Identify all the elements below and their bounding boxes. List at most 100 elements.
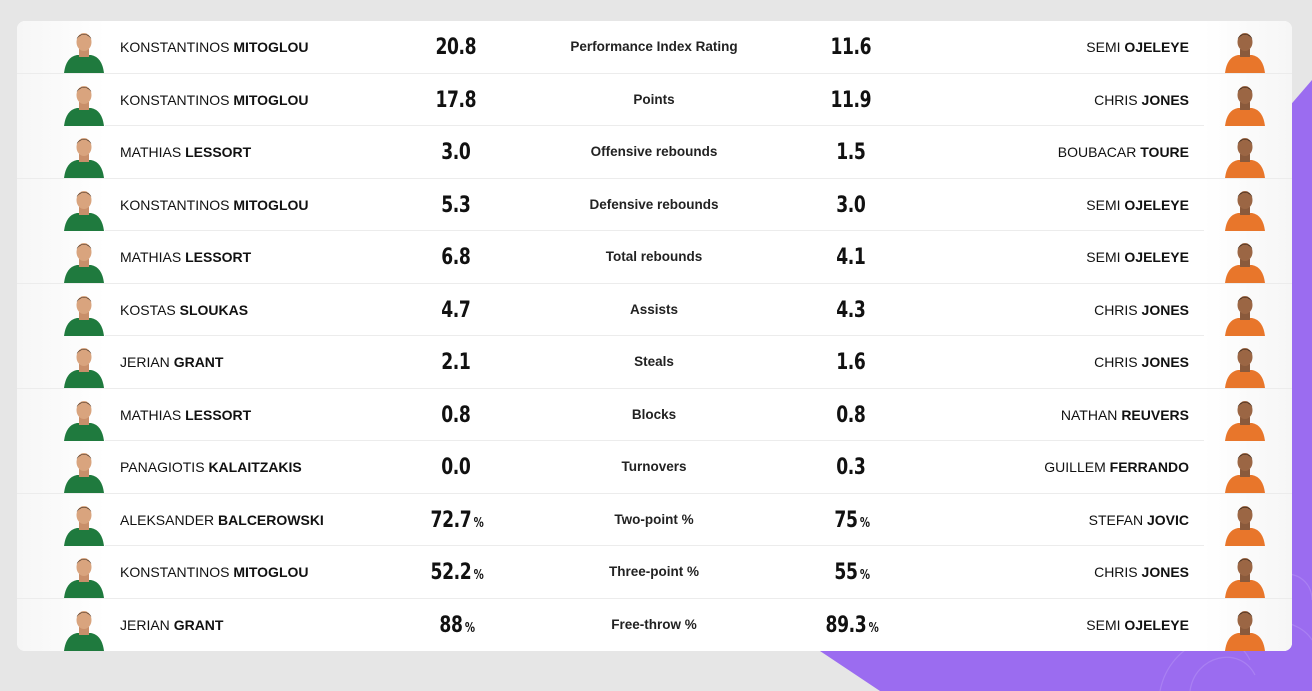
home-player-photo: [17, 336, 105, 388]
away-player-name[interactable]: CHRIS JONES: [1094, 74, 1189, 126]
away-player-last-name: JONES: [1141, 564, 1189, 580]
home-player-first-name: ALEKSANDER: [120, 511, 215, 528]
home-player-name[interactable]: MATHIAS LESSORT: [120, 126, 251, 178]
away-player-name[interactable]: SEMI OJELEYE: [1086, 599, 1189, 651]
home-value-number: 6.8: [441, 245, 471, 270]
away-player-first-name: CHRIS: [1094, 354, 1138, 370]
away-value-unit: %: [859, 515, 870, 531]
away-stat-value: 4.3: [805, 284, 899, 336]
home-player-name[interactable]: KOSTAS SLOUKAS: [120, 284, 248, 336]
home-value-unit: %: [473, 568, 484, 583]
home-player-avatar: [64, 243, 104, 283]
home-player-first-name: MATHIAS: [120, 249, 182, 265]
home-player-last-name: MITOGLOU: [233, 39, 309, 55]
away-player-name[interactable]: GUILLEM FERRANDO: [1044, 441, 1189, 493]
home-stat-value: 72.7%: [410, 494, 504, 546]
away-player-last-name: OJELEYE: [1124, 249, 1189, 265]
away-player-last-name: TOURE: [1140, 144, 1189, 160]
away-player-name[interactable]: SEMI OJELEYE: [1086, 21, 1189, 73]
away-stat-value: 0.8: [805, 389, 899, 441]
home-player-name[interactable]: KONSTANTINOS MITOGLOU: [120, 546, 309, 598]
away-value-number: 11.6: [830, 35, 872, 60]
home-player-first-name: KOSTAS: [120, 301, 176, 318]
stat-row: MATHIAS LESSORT 0.8 Blocks 0.8 NATHAN RE…: [17, 388, 1292, 441]
home-stat-value: 5.3: [410, 179, 504, 231]
home-player-first-name: KONSTANTINOS: [120, 196, 230, 213]
away-player-name[interactable]: CHRIS JONES: [1094, 336, 1189, 388]
home-stat-value: 52.2%: [410, 546, 504, 598]
away-player-avatar: [1225, 400, 1265, 441]
away-player-avatar: [1225, 505, 1265, 546]
home-player-avatar: [64, 190, 104, 231]
home-player-photo: [17, 546, 105, 598]
away-player-name[interactable]: BOUBACAR TOURE: [1058, 126, 1189, 178]
away-player-name[interactable]: SEMI OJELEYE: [1086, 179, 1189, 231]
home-player-photo: [17, 388, 105, 441]
home-value-number: 0.8: [441, 402, 471, 428]
stat-row: JERIAN GRANT 88% Free-throw % 89.3% SEMI…: [17, 598, 1292, 652]
away-player-first-name: CHRIS: [1094, 301, 1138, 318]
stat-row: MATHIAS LESSORT 6.8 Total rebounds 4.1 S…: [17, 231, 1292, 284]
home-player-avatar: [64, 33, 104, 73]
stat-label: Free-throw %: [611, 616, 697, 632]
away-player-photo: [1204, 388, 1292, 441]
home-value-number: 0.0: [441, 455, 471, 480]
away-value-number: 4.3: [836, 297, 866, 323]
away-stat-value: 4.1: [805, 231, 899, 283]
home-player-photo: [17, 283, 105, 336]
away-player-name[interactable]: CHRIS JONES: [1094, 546, 1189, 598]
home-player-first-name: KONSTANTINOS: [120, 91, 230, 108]
away-player-photo: [1204, 231, 1292, 283]
home-player-name[interactable]: KONSTANTINOS MITOGLOU: [120, 21, 309, 73]
away-player-photo: [1204, 493, 1292, 546]
home-player-avatar: [64, 400, 104, 441]
away-player-avatar: [1225, 558, 1265, 598]
home-player-first-name: PANAGIOTIS: [120, 459, 205, 475]
away-player-last-name: JONES: [1141, 91, 1189, 108]
away-value-number: 1.5: [836, 140, 866, 165]
away-player-avatar: [1225, 85, 1265, 126]
away-player-photo: [1204, 598, 1292, 651]
home-player-first-name: JERIAN: [120, 354, 170, 370]
home-player-name[interactable]: JERIAN GRANT: [120, 599, 223, 651]
away-player-name[interactable]: SEMI OJELEYE: [1086, 231, 1189, 283]
home-value-number: 2.1: [441, 350, 471, 375]
away-player-name[interactable]: CHRIS JONES: [1094, 284, 1189, 336]
home-player-name[interactable]: JERIAN GRANT: [120, 336, 223, 388]
home-value-number: 72.7: [430, 507, 472, 533]
away-value-number: 11.9: [830, 87, 872, 113]
away-player-last-name: OJELEYE: [1124, 196, 1189, 213]
away-player-avatar: [1225, 138, 1265, 178]
home-player-name[interactable]: MATHIAS LESSORT: [120, 389, 251, 441]
home-player-name[interactable]: ALEKSANDER BALCEROWSKI: [120, 494, 324, 546]
away-player-first-name: CHRIS: [1094, 564, 1138, 580]
away-player-last-name: JONES: [1141, 301, 1189, 318]
away-stat-value: 1.6: [805, 336, 899, 388]
away-player-name[interactable]: STEFAN JOVIC: [1089, 494, 1189, 546]
away-player-name[interactable]: NATHAN REUVERS: [1061, 389, 1189, 441]
stat-label: Defensive rebounds: [589, 196, 719, 212]
stat-row: KOSTAS SLOUKAS 4.7 Assists 4.3 CHRIS JON…: [17, 283, 1292, 336]
away-stat-value: 89.3%: [805, 599, 899, 651]
home-player-name[interactable]: KONSTANTINOS MITOGLOU: [120, 74, 309, 126]
away-player-first-name: SEMI: [1086, 196, 1121, 213]
stat-label: Three-point %: [609, 564, 699, 579]
home-player-photo: [17, 231, 105, 283]
stat-label: Total rebounds: [605, 249, 703, 264]
home-value-unit: %: [473, 515, 484, 531]
away-player-last-name: JOVIC: [1146, 511, 1189, 528]
away-player-avatar: [1225, 295, 1265, 336]
home-player-avatar: [64, 610, 104, 651]
home-player-name[interactable]: PANAGIOTIS KALAITZAKIS: [120, 441, 302, 493]
home-player-name[interactable]: KONSTANTINOS MITOGLOU: [120, 179, 309, 231]
away-value-number: 3.0: [836, 192, 866, 218]
home-player-avatar: [64, 558, 104, 598]
away-stat-value: 11.6: [805, 21, 899, 73]
away-player-avatar: [1225, 610, 1265, 651]
home-player-photo: [17, 441, 105, 493]
away-player-first-name: SEMI: [1086, 39, 1121, 55]
home-player-name[interactable]: MATHIAS LESSORT: [120, 231, 251, 283]
away-player-photo: [1204, 546, 1292, 598]
away-player-avatar: [1225, 453, 1265, 493]
away-player-first-name: NATHAN: [1060, 406, 1118, 423]
